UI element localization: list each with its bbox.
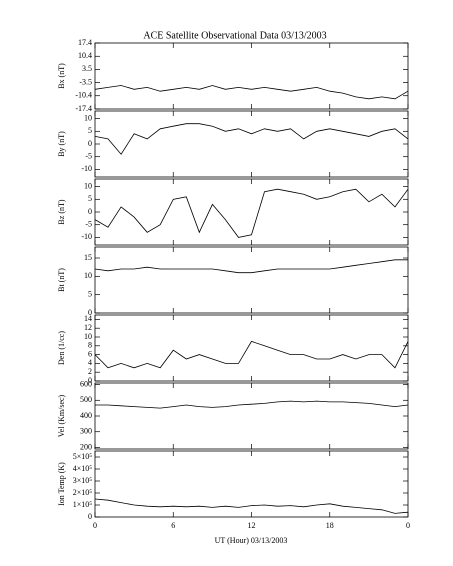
y-tick-label: -10 (81, 164, 92, 173)
x-tick-label: 6 (171, 521, 175, 530)
panel-frame (94, 382, 409, 450)
y-tick-label: 10 (84, 113, 92, 122)
x-axis-label: UT (Hour) 03/13/2003 (215, 536, 288, 545)
y-tick-label: -10 (81, 232, 92, 241)
y-tick-label: 3.5 (82, 64, 92, 73)
y-tick-label: 0 (88, 308, 92, 317)
y-tick-label: 10 (84, 332, 92, 341)
data-line (94, 123, 409, 155)
y-tick-label: 5 (88, 289, 92, 298)
y-axis-label: Bt (nT) (57, 268, 66, 292)
y-tick-label: 3×10⁵ (73, 476, 93, 485)
chart-title: ACE Satellite Observational Data 03/13/2… (143, 30, 326, 41)
y-tick-label: 600 (80, 379, 92, 388)
y-tick-label: 5 (88, 194, 92, 203)
y-tick-label: 2×10⁵ (73, 488, 93, 497)
y-axis-label: Bz (nT) (57, 199, 66, 224)
y-axis-label: Den (1/cc) (57, 331, 66, 365)
y-tick-label: 0 (88, 376, 92, 385)
data-line (94, 498, 409, 514)
panel-frame (94, 246, 409, 314)
y-tick-label: 4 (88, 358, 92, 367)
y-tick-label: 6 (88, 349, 92, 358)
y-tick-label: 5×10⁵ (73, 452, 93, 461)
y-axis-label: By (nT) (57, 131, 66, 157)
y-tick-label: 400 (80, 411, 92, 420)
y-tick-label: -10.4 (75, 91, 92, 100)
y-tick-label: 10 (84, 181, 92, 190)
y-tick-label: -17.4 (75, 104, 92, 113)
panel-frame (94, 314, 409, 382)
y-tick-label: 4×10⁵ (73, 464, 93, 473)
y-axis-label: Ion Temp (K) (57, 462, 66, 506)
y-tick-label: 14 (84, 314, 92, 323)
data-line (94, 259, 408, 274)
x-tick-label: 0 (93, 521, 97, 530)
data-line (94, 188, 409, 238)
panel-frame (94, 110, 409, 178)
x-tick-label: 12 (248, 521, 256, 530)
x-tick-label: 18 (326, 521, 334, 530)
y-tick-label: 5 (88, 126, 92, 135)
y-tick-label: -3.5 (79, 77, 92, 86)
y-tick-label: 500 (80, 395, 92, 404)
y-tick-label: 2 (88, 367, 92, 376)
data-line (94, 340, 409, 369)
y-tick-label: 1×10⁵ (73, 500, 93, 509)
y-tick-label: 10 (84, 271, 92, 280)
x-tick-label: 0 (406, 521, 410, 530)
y-tick-label: 15 (84, 253, 92, 262)
panel-frame (94, 450, 409, 518)
y-tick-label: -5 (85, 152, 92, 161)
y-tick-label: 0 (88, 512, 92, 521)
y-tick-label: 0 (88, 139, 92, 148)
y-axis-label: Bx (nT) (57, 63, 66, 89)
y-tick-label: 12 (84, 323, 92, 332)
y-tick-label: 200 (80, 442, 92, 451)
y-tick-label: 10.4 (78, 51, 92, 60)
y-tick-label: -5 (85, 220, 92, 229)
y-tick-label: 17.4 (78, 38, 92, 47)
data-line (94, 85, 409, 100)
y-tick-label: 0 (88, 207, 92, 216)
data-line (95, 400, 409, 409)
y-tick-label: 300 (80, 427, 92, 436)
y-axis-label: Vel (Km/sec) (57, 394, 66, 437)
panel-frame (94, 42, 409, 110)
y-tick-label: 8 (88, 341, 92, 350)
